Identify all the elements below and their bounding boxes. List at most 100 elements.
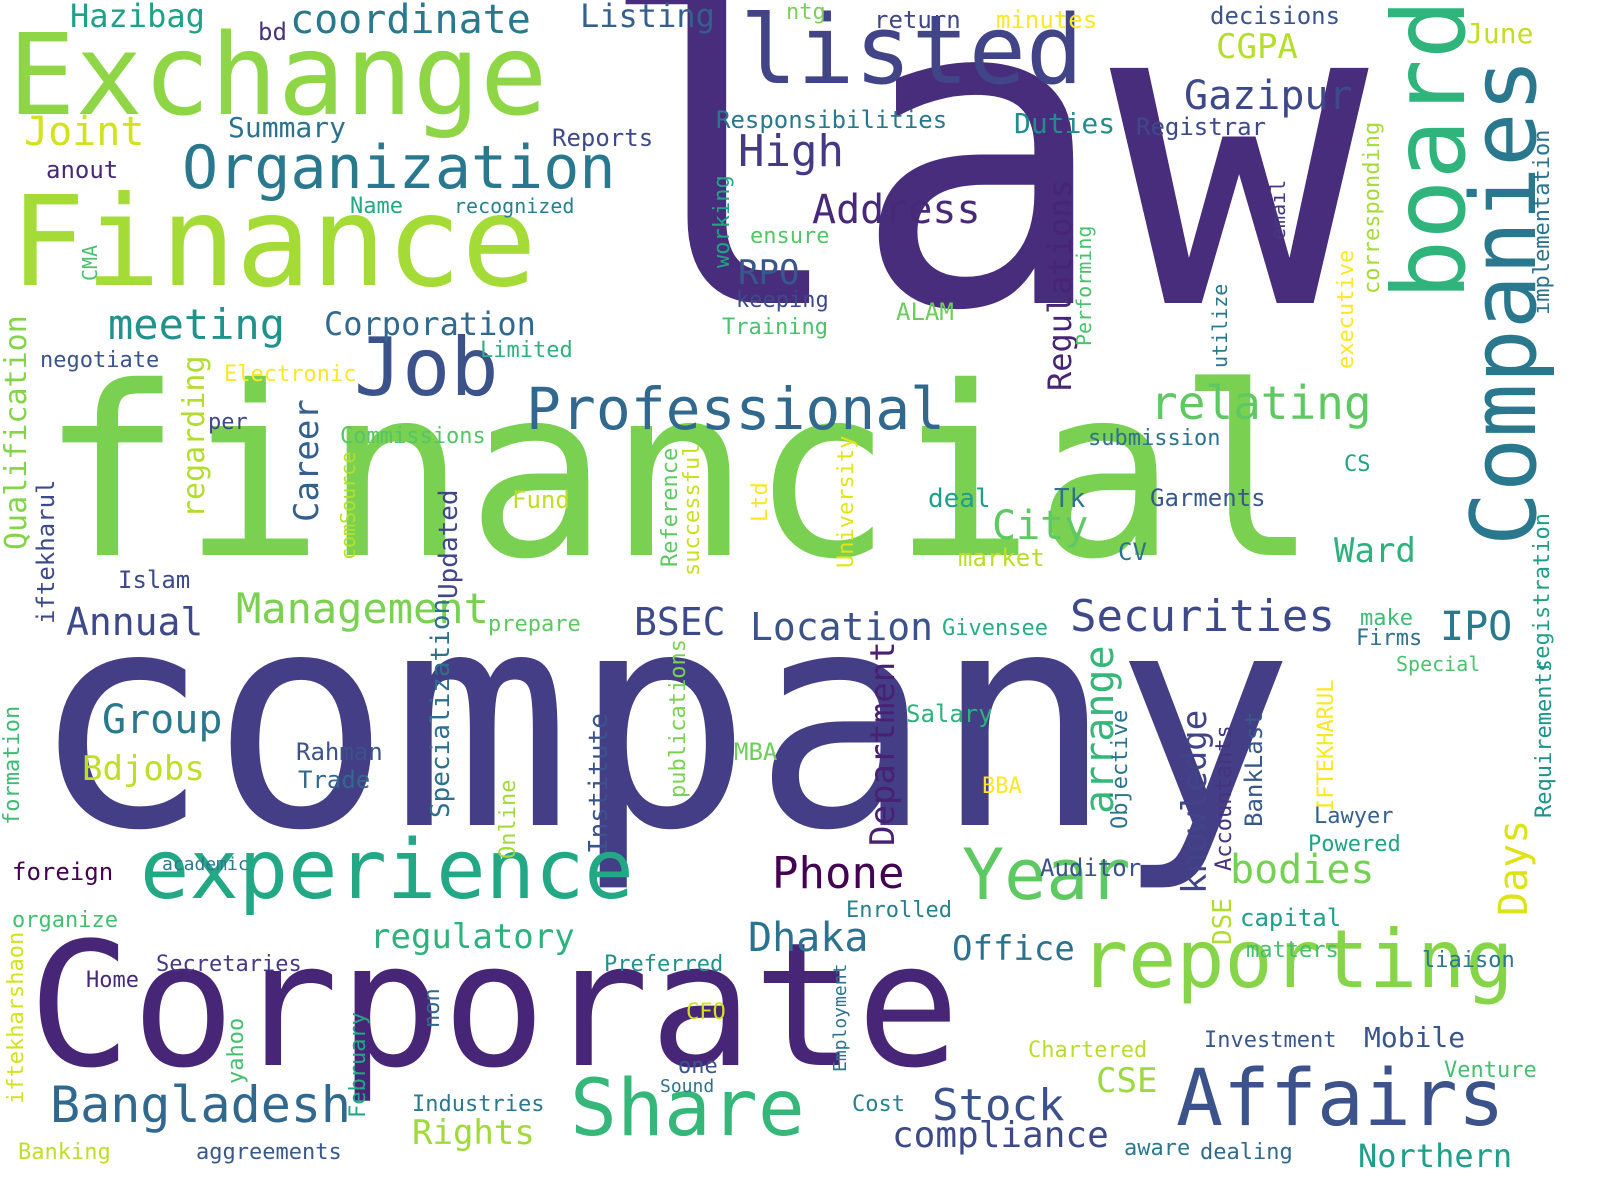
word-powered: Powered — [1308, 832, 1401, 857]
word-minutes: minutes — [996, 6, 1098, 34]
word-employment: Employment — [830, 963, 851, 1072]
word-firms: Firms — [1356, 626, 1423, 651]
word-per: per — [208, 410, 248, 435]
word-anout: anout — [46, 156, 119, 184]
word-islam: Islam — [118, 566, 191, 594]
word-accountants: Accountants — [1212, 725, 1237, 871]
word-yahoo: yahoo — [224, 1017, 249, 1084]
word-keeping: keeping — [736, 288, 829, 313]
word-bangladesh: Bangladesh — [50, 1076, 352, 1134]
word-reference: Reference — [658, 447, 683, 567]
word-days: Days — [1491, 819, 1537, 916]
word-management: Management — [236, 584, 489, 633]
word-enrolled: Enrolled — [846, 898, 952, 923]
word-name: Name — [350, 194, 403, 219]
word-listed: listed — [740, 0, 1084, 106]
word-liaison: liaison — [1422, 948, 1515, 973]
word-return: return — [874, 6, 961, 34]
word-joint: Joint — [24, 109, 145, 155]
word-venture: Venture — [1444, 1058, 1537, 1083]
word-location: Location — [750, 605, 934, 649]
word-company: company — [30, 547, 1295, 896]
word-regulatory: regulatory — [370, 917, 575, 957]
word-aware: aware — [1124, 1136, 1191, 1161]
word-electronic: Electronic — [224, 362, 357, 387]
word-rahman: Rahman — [296, 738, 383, 766]
word-registrar: Registrar — [1136, 113, 1267, 141]
word-reporting: reporting — [1080, 913, 1514, 1006]
word-implementation: implementation — [1530, 129, 1555, 315]
word-mba: MBA — [734, 738, 778, 766]
word-garments: Garments — [1150, 484, 1266, 512]
word-utilize: utilize — [1208, 283, 1232, 368]
word-ward: Ward — [1334, 531, 1416, 571]
word-stock: Stock — [932, 1080, 1065, 1131]
word-university: University — [834, 435, 859, 568]
word-hazibag: Hazibag — [70, 0, 205, 35]
word-commissions: Commissions — [340, 424, 486, 449]
word-cfo: CFO — [686, 1000, 726, 1025]
word-career: Career — [287, 399, 327, 522]
word-office: Office — [952, 929, 1075, 969]
word-recognized: recognized — [454, 194, 575, 218]
word-home: Home — [86, 968, 139, 993]
word-year: Year — [962, 834, 1131, 916]
word-limited: Limited — [480, 338, 573, 363]
word-cse: CSE — [1096, 1061, 1158, 1101]
word-share: Share — [570, 1064, 805, 1154]
word-dhaka: Dhaka — [748, 915, 869, 961]
word-group: Group — [102, 697, 223, 743]
word-online: Online — [496, 779, 521, 859]
word-updated: Updated — [434, 489, 464, 599]
word-reports: Reports — [552, 124, 654, 152]
word-meeting: meeting — [108, 300, 286, 349]
word-capital: capital — [1240, 904, 1342, 932]
word-sound: Sound — [660, 1076, 715, 1097]
word-chartered: Chartered — [1028, 1038, 1148, 1063]
word-coordinate: coordinate — [290, 0, 531, 43]
word-cs: CS — [1344, 452, 1371, 477]
word-finance: Finance — [10, 170, 537, 315]
word-duties: Duties — [1014, 107, 1116, 140]
word-publications: publications — [666, 639, 691, 798]
word-iftekharshaon: iftekharshaon — [4, 931, 29, 1104]
word-executive: executive — [1334, 249, 1359, 369]
word-iftekharul: IFTEKHARUL — [1314, 679, 1339, 812]
word-listing: Listing — [580, 0, 715, 35]
word-prepare: prepare — [488, 612, 581, 637]
word-requirements: Requirements — [1532, 659, 1557, 818]
word-financial: financial — [40, 336, 1319, 611]
word-compliance: compliance — [892, 1115, 1109, 1156]
word-investment: Investment — [1204, 1028, 1337, 1053]
word-submission: submission — [1088, 426, 1221, 451]
word-mobile: Mobile — [1364, 1021, 1466, 1054]
word-responsibilities: Responsibilities — [716, 106, 948, 134]
word-job: Job — [354, 321, 499, 414]
word-foreign: foreign — [12, 858, 114, 886]
word-professional: Professional — [526, 375, 946, 443]
word-dse: DSE — [1208, 898, 1238, 945]
word-cma: CMA — [78, 244, 102, 281]
word-securities: Securities — [1070, 591, 1335, 642]
word-tk: Tk — [1054, 484, 1086, 514]
word-summary: Summary — [228, 111, 347, 144]
word-matters: matters — [1246, 938, 1339, 963]
word-special: Special — [1396, 652, 1481, 676]
word-regarding: regarding — [177, 355, 212, 518]
word-registration: registration — [1530, 513, 1555, 672]
word-decisions: decisions — [1210, 2, 1341, 30]
word-lawyer: Lawyer — [1314, 804, 1394, 829]
word-relating: relating — [1150, 376, 1372, 430]
word-iftekharul: iftekharul — [32, 479, 60, 625]
word-law: law — [592, 0, 1369, 405]
word-aggreements: aggreements — [196, 1140, 342, 1165]
word-successful: successful — [680, 443, 705, 576]
word-address: Address — [812, 187, 981, 233]
word-organize: organize — [12, 908, 118, 933]
word-industries: Industries — [412, 1092, 545, 1117]
word-email: email — [1266, 179, 1290, 240]
word-bsec: BSEC — [634, 600, 726, 644]
word-cgpa: CGPA — [1216, 27, 1298, 67]
word-bodies: bodies — [1230, 847, 1375, 893]
